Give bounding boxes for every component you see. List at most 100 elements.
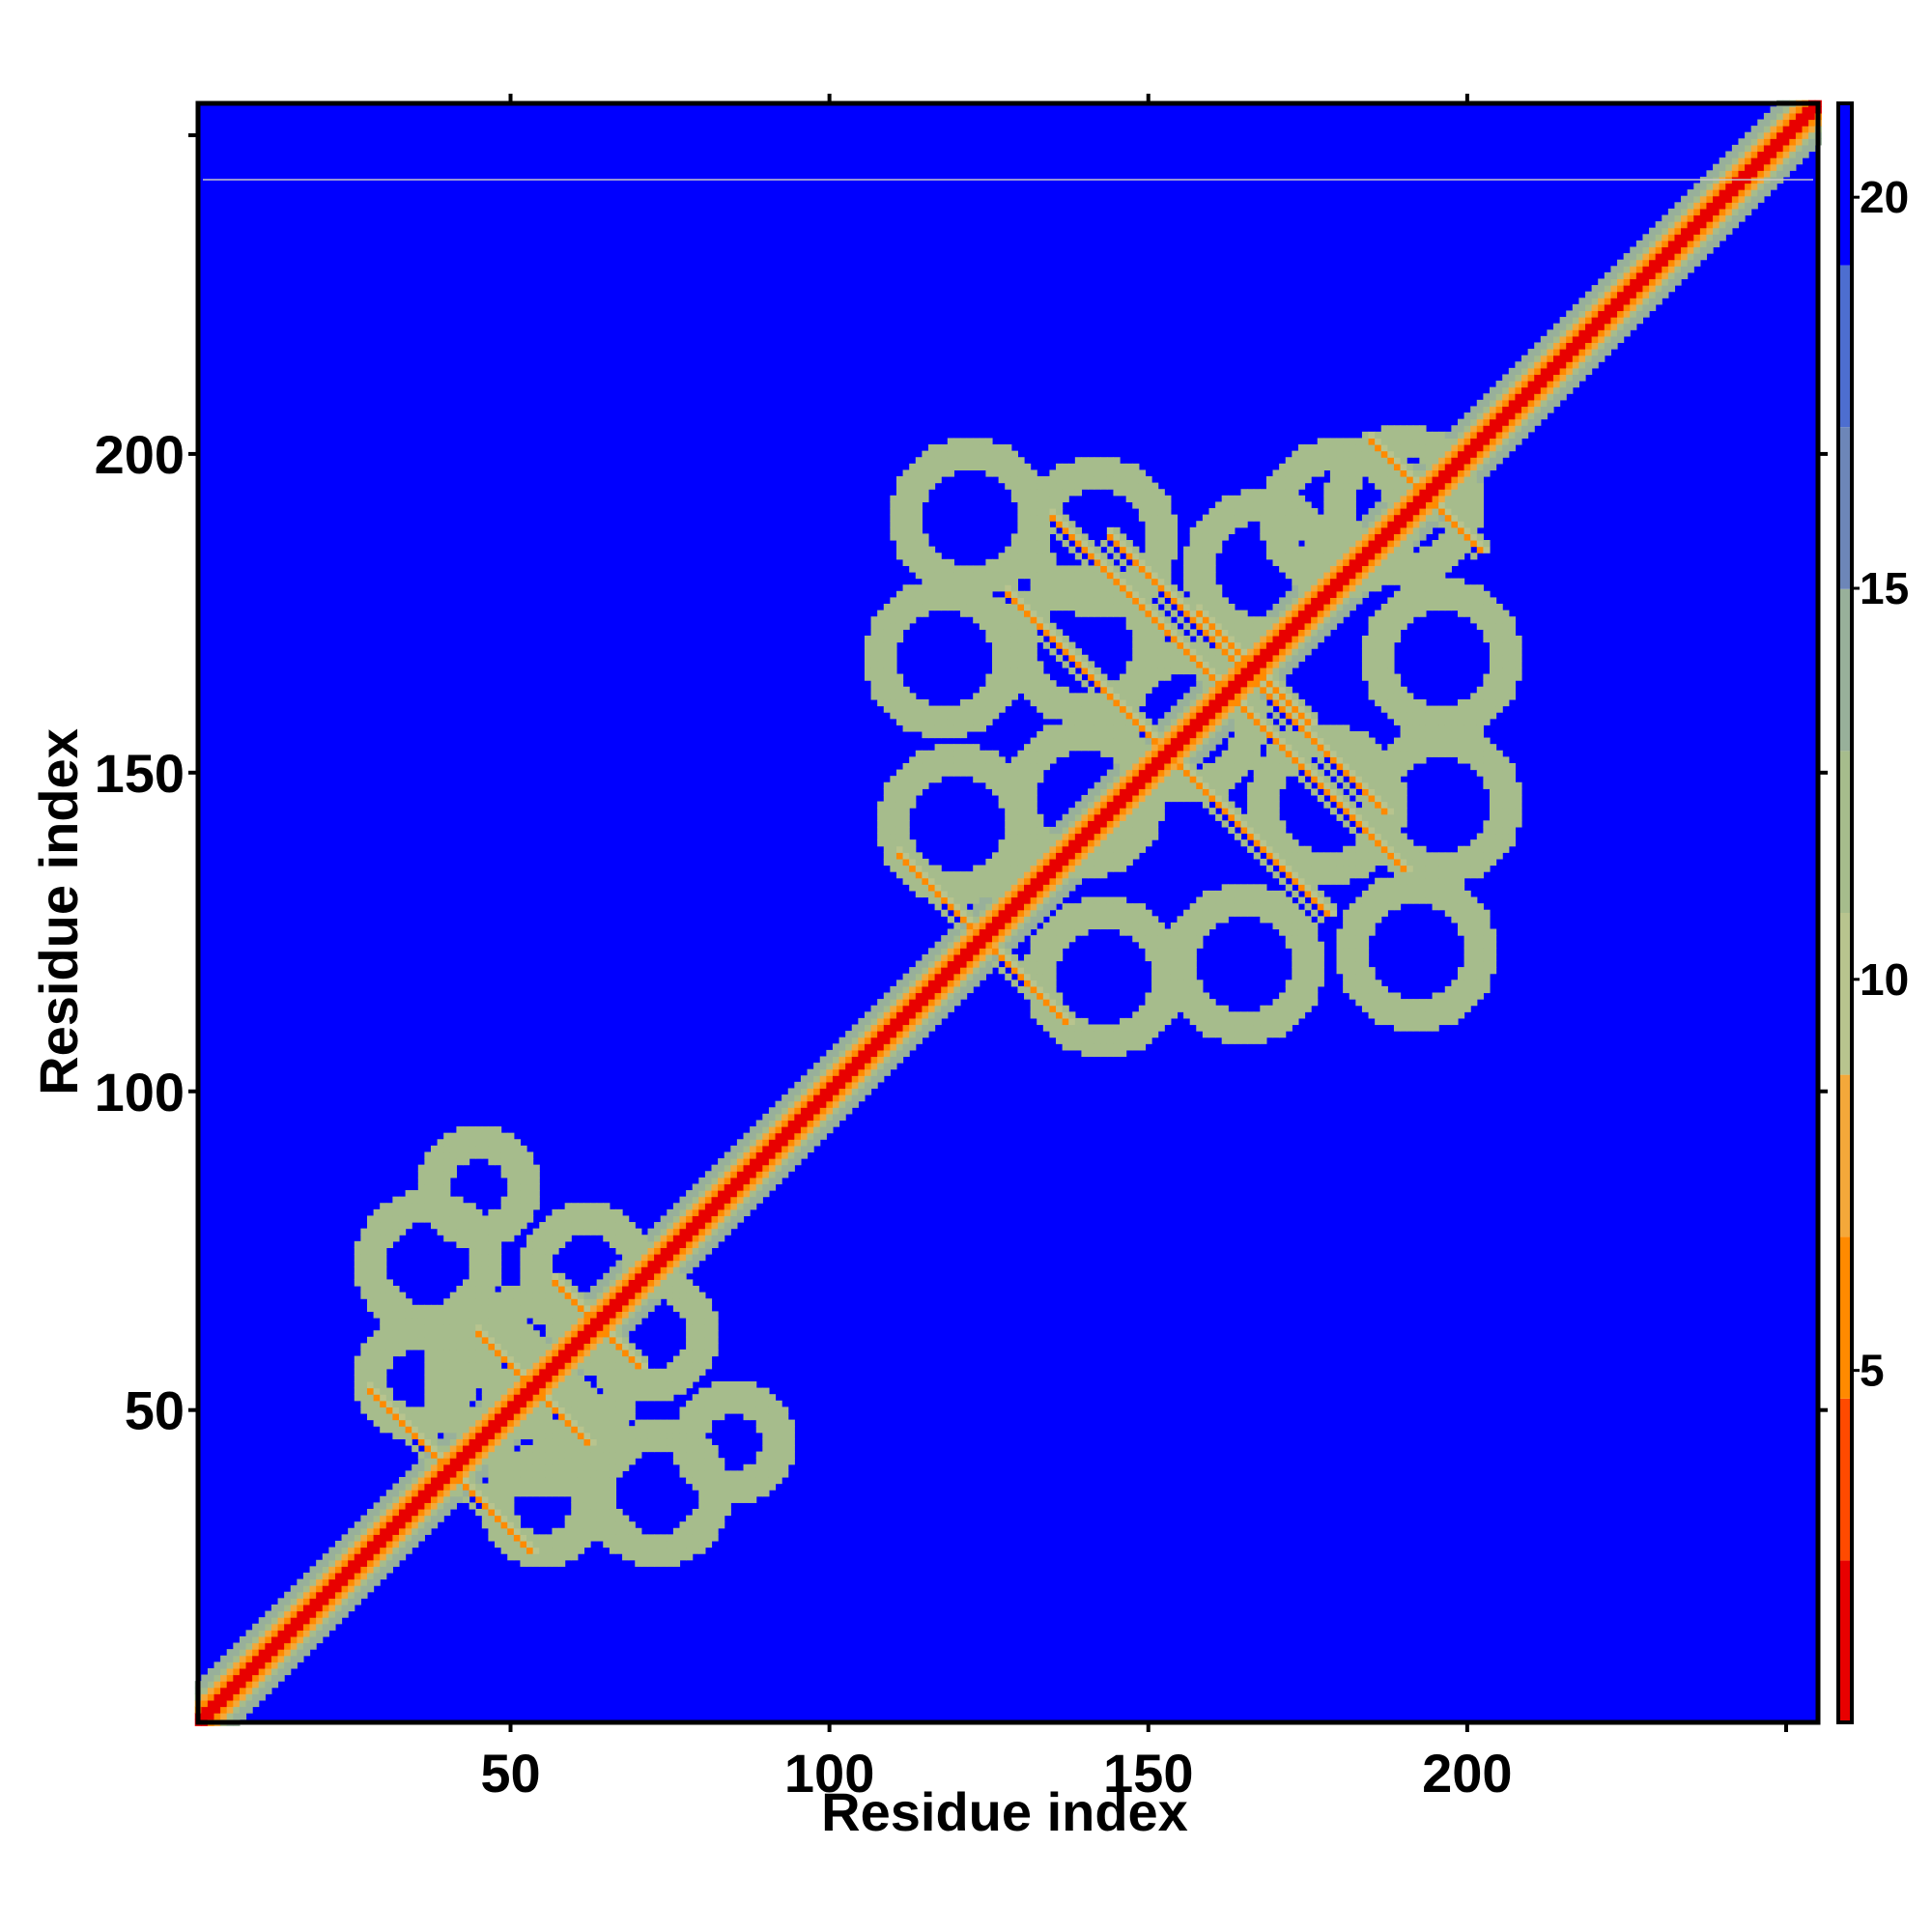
heatmap-cell [526,1444,534,1453]
heatmap-cell [985,916,993,923]
heatmap-cell [507,1330,515,1338]
heatmap-cell [583,1381,591,1389]
heatmap-cell [583,1343,591,1350]
heatmap-cell [686,1381,694,1389]
heatmap-cell [469,1279,476,1287]
heatmap-cell [463,1330,470,1338]
heatmap-cell [354,1387,361,1395]
heatmap-cell [730,1406,738,1414]
heatmap-cell [998,673,1006,681]
heatmap-cell [1049,603,1057,611]
heatmap-cell [539,1235,547,1242]
heatmap-cell [475,1139,483,1147]
heatmap-cell [890,514,897,522]
heatmap-cell [385,1298,393,1306]
heatmap-cell [877,1037,885,1044]
heatmap-cell [532,1279,540,1287]
heatmap-cell [692,1260,699,1267]
heatmap-cell [449,1318,457,1325]
heatmap-cell [488,1527,496,1535]
heatmap-cell [909,973,917,980]
heatmap-cell [979,718,986,725]
heatmap-cell [488,1139,496,1147]
heatmap-cell [360,1362,368,1370]
heatmap-cell [672,1444,681,1453]
heatmap-cell [481,1151,489,1159]
heatmap-cell [596,1419,604,1427]
heatmap-cell [532,1381,540,1389]
heatmap-cell [895,852,904,860]
heatmap-cell [437,1394,444,1402]
heatmap-cell [500,1139,508,1147]
heatmap-cell [953,705,961,713]
heatmap-cell [877,698,885,707]
heatmap-cell [635,1279,642,1287]
heatmap-cell [380,1508,387,1517]
heatmap-cell [500,1521,508,1529]
heatmap-cell [711,1228,719,1236]
heatmap-cell [992,788,1000,796]
heatmap-cell [526,1470,534,1478]
heatmap-cell [449,1311,457,1319]
heatmap-cell [495,1330,502,1338]
heatmap-cell [1030,673,1037,681]
heatmap-cell [507,1426,515,1434]
heatmap-cell [966,980,974,987]
heatmap-cell [622,1406,630,1414]
heatmap-cell [1037,661,1044,668]
heatmap-cell [743,1470,751,1478]
heatmap-cell [316,1598,324,1605]
heatmap-cell [558,1458,566,1465]
heatmap-cell [412,1463,419,1471]
heatmap-cell [794,1081,802,1090]
heatmap-cell [941,756,949,764]
heatmap-cell [577,1406,585,1414]
heatmap-cell [934,553,942,560]
heatmap-cell [1010,865,1018,872]
heatmap-cell [679,1235,687,1242]
heatmap-cell [947,469,954,477]
heatmap-cell [1024,865,1032,872]
heatmap-cell [443,1444,451,1453]
heatmap-cell [220,1713,228,1720]
heatmap-cell [539,1375,547,1382]
heatmap-cell [545,1311,554,1319]
heatmap-cell [609,1400,617,1407]
heatmap-cell [692,1483,699,1491]
heatmap-cell [985,565,993,573]
heatmap-cell [284,1604,292,1612]
heatmap-cell [992,928,1000,936]
heatmap-cell [431,1483,439,1491]
heatmap-cell [577,1515,585,1522]
heatmap-cell [380,1412,387,1421]
heatmap-cell [437,1375,444,1382]
heatmap-cell [686,1470,694,1478]
heatmap-cell [609,1215,617,1223]
heatmap-cell [985,756,993,764]
heatmap-cell [437,1228,444,1236]
heatmap-cell [495,1515,502,1522]
heatmap-cell [902,999,910,1007]
heatmap-cell [1062,590,1069,598]
heatmap-cell [507,1183,515,1191]
heatmap-cell [596,1515,604,1522]
heatmap-cell [463,1336,470,1344]
heatmap-cell [590,1298,598,1306]
heatmap-cell [239,1706,247,1714]
heatmap-cell [890,533,897,541]
heatmap-cell [532,1470,540,1478]
heatmap-cell [500,1151,508,1159]
heatmap-cell [392,1208,400,1217]
heatmap-cell [660,1444,668,1453]
heatmap-cell [302,1617,311,1625]
heatmap-cell [909,526,917,534]
heatmap-cell [1062,712,1069,720]
heatmap-cell [692,1419,699,1427]
heatmap-cell [679,1368,687,1376]
heatmap-cell [558,1304,566,1312]
heatmap-cell [495,1222,502,1230]
heatmap-cell [718,1190,725,1198]
heatmap-cell [507,1323,515,1331]
heatmap-cell [417,1458,425,1465]
heatmap-cell [902,762,910,771]
